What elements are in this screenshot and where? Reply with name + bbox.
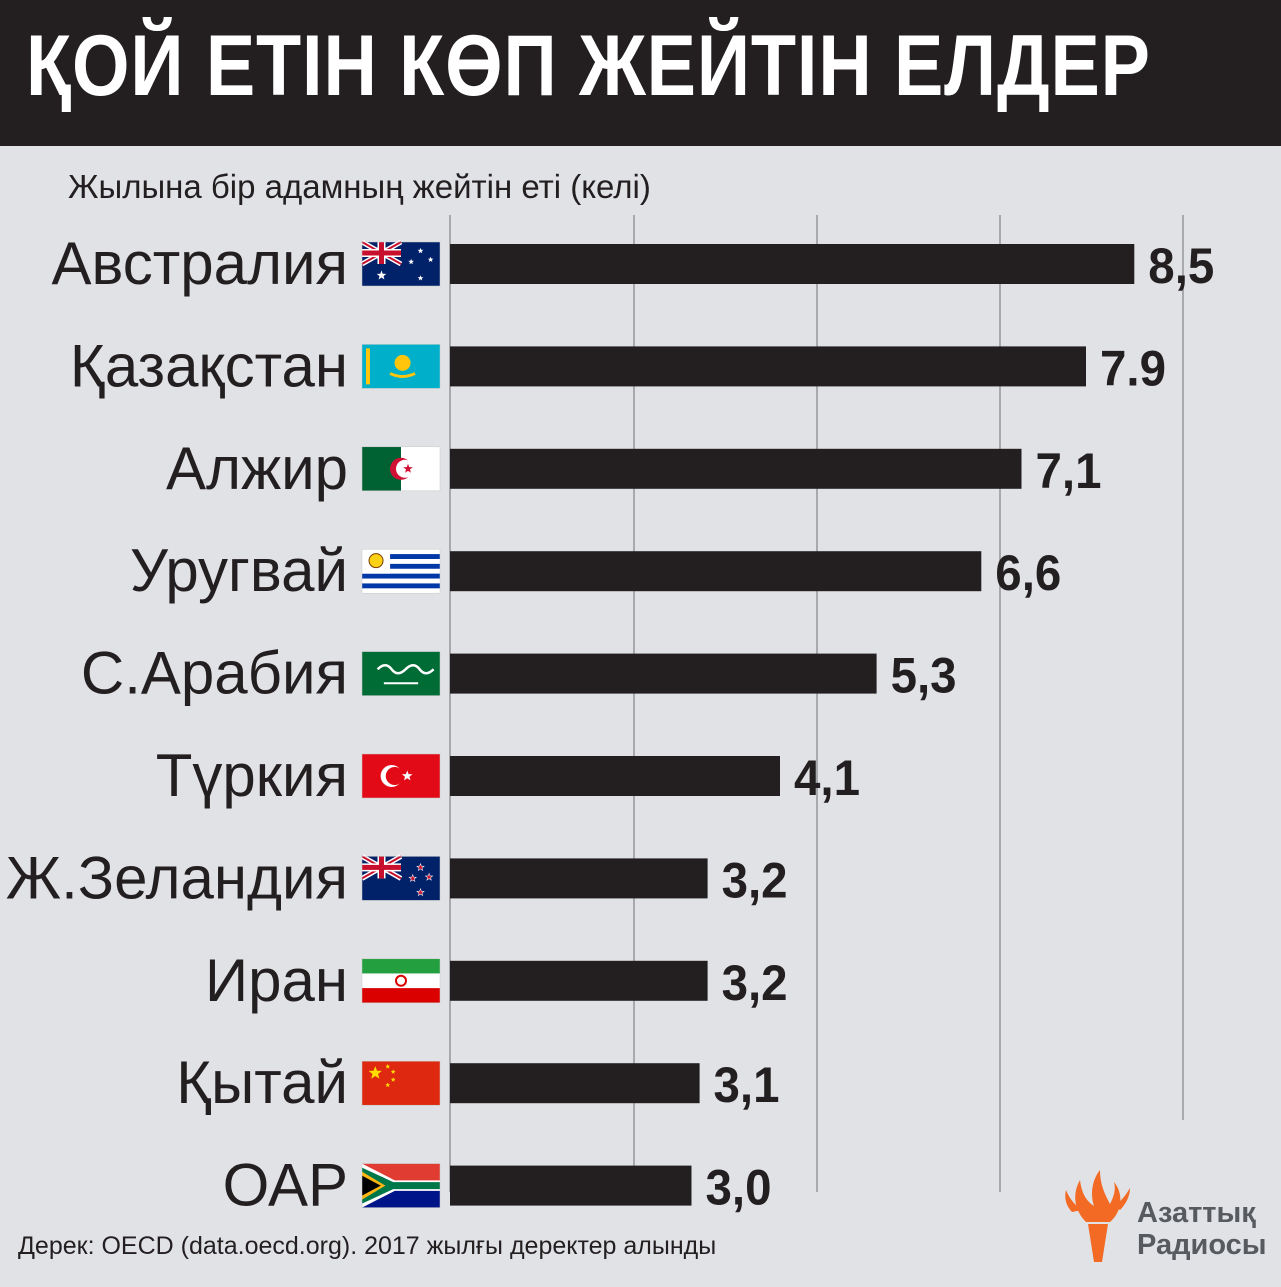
category-label-9: ОАР <box>223 1152 348 1219</box>
value-label-7: 3,2 <box>722 955 788 1011</box>
value-label-4: 5,3 <box>891 648 957 704</box>
new-zealand-flag <box>360 854 441 901</box>
page-title: ҚОЙ ЕТІН КӨП ЖЕЙТІН ЕЛДЕР <box>26 18 1151 114</box>
bar-6 <box>450 858 708 899</box>
value-label-1: 7.9 <box>1100 340 1166 396</box>
category-label-2: Алжир <box>166 435 348 502</box>
bar-1 <box>450 346 1086 387</box>
south-africa-flag <box>361 1163 441 1208</box>
bar-3 <box>450 551 982 592</box>
category-label-3: Уругвай <box>130 537 348 604</box>
value-label-9: 3,0 <box>706 1160 772 1216</box>
algeria-flag <box>361 446 441 492</box>
torch-icon <box>1065 1170 1130 1262</box>
bar-9 <box>450 1165 692 1206</box>
value-label-8: 3,1 <box>714 1057 780 1113</box>
uruguay-flag <box>361 548 441 594</box>
bar-7 <box>450 960 708 1001</box>
value-label-6: 3,2 <box>722 852 788 908</box>
category-label-1: Қазақстан <box>70 332 348 399</box>
china-flag <box>361 1060 441 1106</box>
kazakhstan-flag <box>361 344 441 389</box>
category-label-7: Иран <box>205 947 348 1014</box>
category-label-6: Ж.Зеландия <box>6 844 348 911</box>
category-label-5: Түркия <box>156 742 348 809</box>
australia-flag <box>360 239 441 287</box>
bar-2 <box>450 448 1022 489</box>
source-note: Дерек: OECD (data.oecd.org). 2017 жылғы … <box>18 1232 717 1260</box>
value-label-2: 7,1 <box>1036 443 1102 499</box>
value-label-3: 6,6 <box>995 545 1061 601</box>
bar-4 <box>450 653 877 694</box>
iran-flag <box>361 958 441 1004</box>
bar-0 <box>450 244 1135 284</box>
category-label-4: С.Арабия <box>81 640 348 707</box>
value-label-0: 8,5 <box>1148 238 1214 294</box>
category-label-0: Австралия <box>52 230 348 297</box>
bar-8 <box>450 1063 700 1104</box>
saudi-arabia-flag <box>361 651 441 696</box>
logo-text-line1: Азаттық <box>1137 1197 1256 1229</box>
logo-text-line2: Радиосы <box>1137 1229 1267 1261</box>
header-banner: ҚОЙ ЕТІН КӨП ЖЕЙТІН ЕЛДЕР <box>0 0 1281 146</box>
chart-subtitle: Жылына бір адамның жейтін еті (келі) <box>68 168 651 205</box>
turkey-flag <box>361 753 441 799</box>
bar-5 <box>450 756 780 796</box>
value-label-5: 4,1 <box>794 750 860 806</box>
category-label-8: Қытай <box>176 1049 348 1116</box>
azattyq-logo: Азаттық Радиосы <box>1064 1166 1274 1276</box>
